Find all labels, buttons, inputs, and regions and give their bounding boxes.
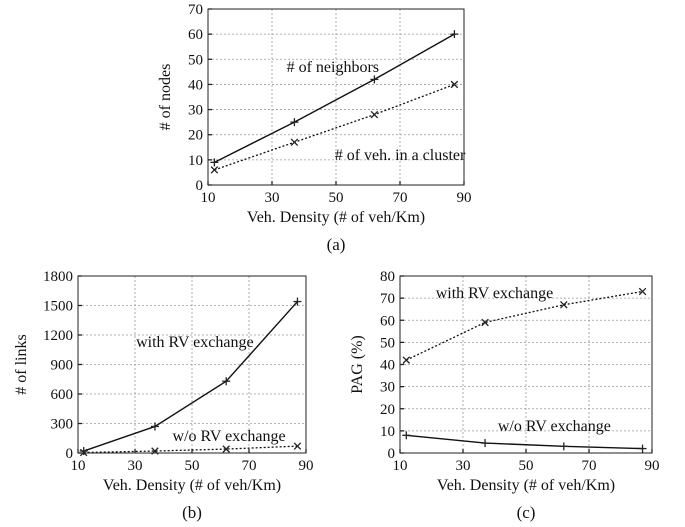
data-point	[222, 445, 230, 453]
y-tick-label: 60	[380, 313, 395, 329]
series-annotation: # of veh. in a cluster	[335, 147, 466, 164]
y-tick-label: 40	[188, 77, 203, 93]
x-tick-label: 50	[185, 458, 200, 474]
data-point	[402, 356, 411, 364]
chart-caption: (a)	[327, 235, 346, 254]
point-marker-stroke	[638, 287, 647, 296]
point-marker-stroke	[370, 110, 379, 119]
series-line	[406, 434, 643, 450]
point-marker-stroke	[402, 356, 411, 364]
data-point	[293, 442, 302, 450]
point-marker-stroke	[481, 318, 489, 327]
y-tick-label: 30	[380, 380, 395, 396]
data-point	[560, 301, 568, 309]
y-tick-label: 30	[188, 103, 203, 119]
point-marker-stroke	[290, 138, 299, 147]
series-annotation: with RV exchange	[136, 334, 254, 351]
point-marker-stroke	[151, 447, 159, 455]
data-point	[290, 118, 299, 127]
x-tick-label: 30	[456, 458, 471, 474]
y-tick-label: 1500	[43, 299, 73, 315]
data-point	[559, 442, 568, 451]
data-point	[481, 439, 490, 448]
y-tick-label: 1800	[43, 269, 73, 285]
data-point	[151, 447, 159, 455]
y-axis-label: PAG (%)	[349, 335, 366, 394]
data-point	[210, 158, 219, 167]
y-tick-label: 300	[51, 417, 74, 433]
y-axis-label: # of nodes	[157, 64, 174, 131]
data-point	[210, 166, 219, 174]
x-tick-label: 10	[201, 190, 216, 206]
x-axis-label: Veh. Density (# of veh/Km)	[247, 209, 425, 226]
x-axis-label: Veh. Density (# of veh/Km)	[103, 477, 281, 494]
data-point	[481, 318, 489, 327]
data-point	[638, 444, 647, 453]
data-point	[150, 422, 159, 431]
data-point	[370, 110, 379, 119]
series-line	[214, 83, 455, 171]
x-tick-label: 10	[393, 458, 408, 474]
point-marker-stroke	[293, 442, 302, 450]
series-line	[214, 33, 455, 163]
y-tick-label: 0	[196, 178, 204, 194]
y-tick-label: 40	[380, 358, 395, 374]
y-tick-label: 0	[388, 446, 396, 462]
y-tick-label: 60	[188, 27, 203, 43]
x-tick-label: 30	[128, 458, 143, 474]
chart-caption: (c)	[517, 503, 536, 522]
y-tick-label: 600	[51, 387, 74, 403]
y-tick-label: 10	[188, 153, 203, 169]
x-tick-label: 70	[242, 458, 257, 474]
y-tick-label: 50	[380, 335, 395, 351]
x-tick-label: 90	[299, 458, 314, 474]
x-tick-label: 10	[71, 458, 86, 474]
x-tick-label: 70	[582, 458, 597, 474]
x-axis-label: Veh. Density (# of veh/Km)	[437, 477, 615, 494]
x-tick-label: 30	[265, 190, 280, 206]
point-marker-stroke	[560, 301, 568, 309]
y-tick-label: 50	[188, 52, 203, 68]
data-point	[79, 447, 88, 456]
series-annotation: # of neighbors	[287, 59, 379, 76]
point-marker-stroke	[450, 80, 459, 89]
data-point	[402, 431, 411, 440]
data-point	[290, 138, 299, 147]
y-tick-label: 70	[380, 291, 395, 307]
y-tick-label: 70	[188, 2, 203, 18]
chart-caption: (b)	[182, 503, 202, 522]
data-point	[293, 297, 302, 306]
y-tick-label: 10	[380, 424, 395, 440]
x-tick-label: 90	[645, 458, 660, 474]
x-tick-label: 50	[329, 190, 344, 206]
data-point	[222, 377, 231, 386]
series-line	[83, 301, 298, 452]
x-tick-label: 90	[457, 190, 472, 206]
y-axis-label: # of links	[13, 334, 30, 394]
point-marker-stroke	[79, 448, 88, 457]
series-annotation: w/o RV exchange	[498, 418, 611, 435]
y-tick-label: 900	[51, 358, 74, 374]
x-tick-label: 70	[393, 190, 408, 206]
y-tick-label: 1200	[43, 328, 73, 344]
y-tick-label: 20	[380, 402, 395, 418]
data-point	[450, 80, 459, 89]
series-line	[83, 445, 298, 454]
data-point	[450, 30, 459, 39]
y-tick-label: 20	[188, 128, 203, 144]
series-annotation: with RV exchange	[436, 285, 554, 302]
point-marker-stroke	[222, 445, 230, 453]
y-tick-label: 0	[66, 446, 74, 462]
point-marker-stroke	[210, 166, 219, 174]
data-point	[79, 448, 88, 457]
x-tick-label: 50	[519, 458, 534, 474]
data-point	[638, 287, 647, 296]
data-point	[370, 75, 379, 84]
y-tick-label: 80	[380, 269, 395, 285]
series-annotation: w/o RV exchange	[173, 428, 286, 445]
